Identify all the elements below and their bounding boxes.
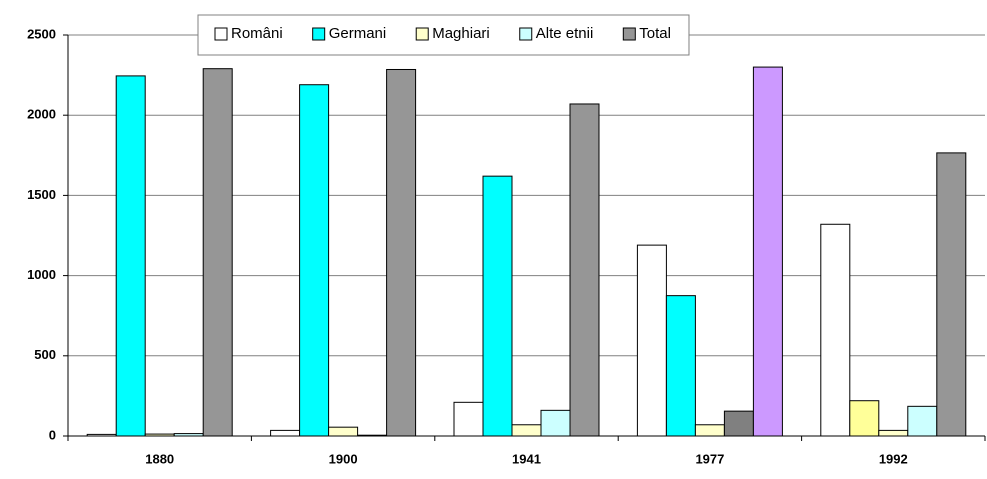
legend-label: Total [639,25,671,42]
bar [665,295,696,437]
legend-label: Germani [329,25,387,42]
bar [144,433,175,437]
bar [694,424,725,437]
bar [511,424,542,437]
bar [299,84,330,437]
x-tick-label: 1880 [145,451,174,466]
bar [723,410,754,437]
legend-swatch [312,27,326,41]
bar [878,429,909,437]
y-tick-label: 500 [34,347,56,362]
y-tick-label: 1000 [27,267,56,282]
y-tick-label: 1500 [27,187,56,202]
legend-label: Români [231,25,283,42]
legend-swatch [622,27,636,41]
legend-label: Alte etnii [536,25,594,42]
bar [270,429,301,437]
x-tick-label: 1992 [879,451,908,466]
legend: Români Germani Maghiari Alte etnii Total [197,14,690,56]
legend-swatch [519,27,533,41]
bar [115,75,146,437]
bar [357,434,388,437]
bar [328,426,359,437]
x-tick-label: 1900 [329,451,358,466]
legend-swatch [214,27,228,41]
bar [752,66,783,437]
bar [936,152,967,437]
bar [86,433,117,437]
y-tick-label: 2000 [27,107,56,122]
bar [173,433,204,437]
bar [540,409,571,437]
bar [820,223,851,437]
y-tick-label: 0 [49,427,56,442]
bar [907,405,938,437]
legend-box [197,14,690,56]
x-tick-label: 1977 [695,451,724,466]
bar [453,401,484,437]
legend-label: Maghiari [432,25,490,42]
bar [849,400,880,437]
bar [482,175,513,437]
bar [569,103,600,437]
y-tick-label: 2500 [27,26,56,41]
bar [202,68,233,437]
x-tick-label: 1941 [512,451,541,466]
bar [386,68,417,437]
legend-swatch [415,27,429,41]
bar [636,244,667,437]
